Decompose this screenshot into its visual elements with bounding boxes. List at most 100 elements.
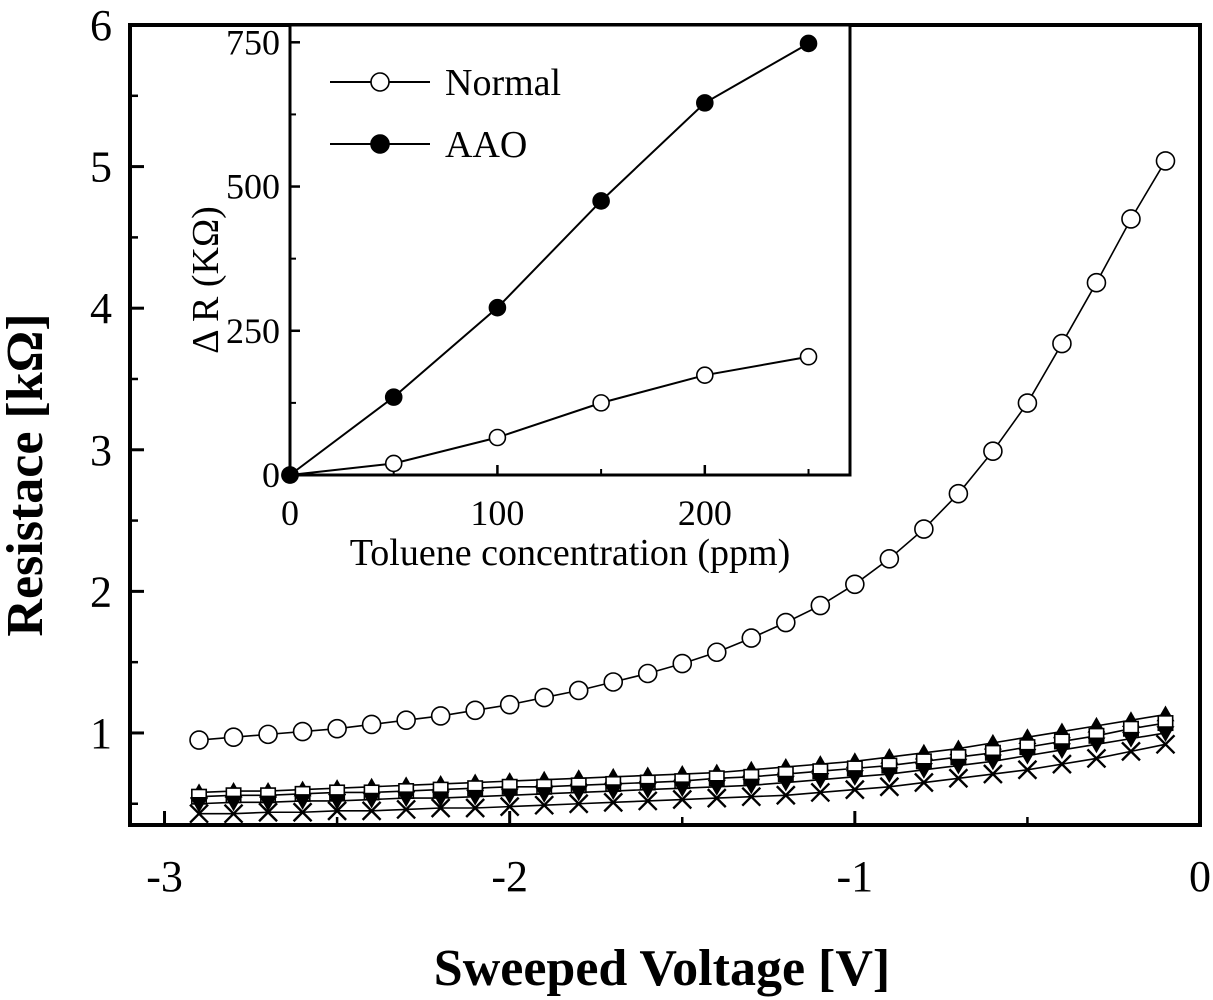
main-data-point (948, 768, 969, 789)
inset-data-point (696, 94, 714, 112)
main-data-point (1017, 393, 1038, 413)
main-data-point (361, 714, 382, 735)
main-data-point (811, 772, 830, 789)
inset-y-tick-label: 750 (226, 22, 280, 62)
main-data-point (466, 789, 485, 806)
main-series-filled-triangle-down (190, 726, 1175, 813)
main-y-tick-label: 3 (90, 426, 112, 475)
legend-marker (370, 72, 390, 92)
main-data-point (361, 800, 382, 821)
main-data-point (707, 780, 726, 796)
inset-series-line (289, 355, 809, 476)
main-data-point (776, 775, 795, 792)
main-data-point (706, 788, 727, 808)
main-data-point (569, 785, 588, 802)
main-data-point (293, 794, 312, 810)
main-data-point (396, 710, 416, 731)
main-data-point (259, 795, 278, 812)
main-y-axis-title: Resistace [kΩ] (0, 313, 54, 636)
inset-data-point (799, 347, 818, 366)
main-axis-ticks: -3 -2 -1 0 1 2 3 4 5 6 (90, 1, 1211, 901)
inset-data-point (799, 34, 818, 53)
main-data-point (1156, 726, 1175, 742)
main-data-point (776, 612, 796, 633)
main-data-point (672, 653, 693, 674)
inset-x-axis-title: Toluene concentration (ppm) (350, 532, 791, 574)
main-data-point (223, 803, 244, 824)
inset-y-axis-title: Δ R (KΩ) (185, 206, 227, 354)
main-data-point (672, 789, 693, 810)
main-data-point (328, 794, 347, 810)
main-data-point (914, 763, 933, 779)
main-data-point (534, 687, 554, 708)
main-data-point (190, 797, 209, 813)
main-data-point (327, 718, 347, 739)
main-x-tick-label: -3 (146, 852, 183, 901)
main-data-point (1017, 759, 1038, 780)
main-data-point (327, 800, 347, 821)
main-data-point (465, 798, 486, 818)
inset-legend: Normal AAO (330, 62, 561, 166)
main-data-point (810, 595, 831, 616)
main-data-point (706, 642, 727, 663)
main-data-point (637, 791, 658, 811)
main-data-point (397, 791, 416, 808)
inset-x-tick-label: 100 (470, 493, 524, 533)
inset-y-tick-label: 250 (226, 311, 280, 351)
main-data-point (292, 721, 313, 742)
inset-series-group (281, 34, 818, 484)
inset-series-line (289, 42, 810, 476)
main-data-point (879, 549, 900, 569)
main-data-point (810, 782, 831, 803)
main-data-point (362, 792, 381, 809)
legend-label: Normal (445, 62, 561, 104)
main-data-point (500, 788, 519, 805)
inset-data-point (488, 428, 507, 447)
main-data-point (1086, 748, 1107, 769)
main-data-point (258, 802, 278, 823)
main-data-point (223, 727, 244, 748)
main-data-point (983, 754, 1002, 771)
main-data-point (638, 782, 657, 799)
main-data-point (534, 795, 555, 816)
main-data-point (603, 672, 624, 692)
main-x-tick-label: -2 (491, 852, 528, 901)
main-data-point (775, 785, 796, 806)
main-data-point (741, 628, 762, 648)
main-data-point (568, 680, 589, 701)
main-data-point (844, 779, 865, 800)
main-data-point (949, 758, 968, 775)
main-data-point (914, 772, 934, 793)
main-data-point (499, 694, 520, 715)
main-data-point (1121, 741, 1141, 762)
inset-data-point (592, 394, 610, 412)
main-data-point (1121, 209, 1141, 229)
main-data-point (430, 798, 451, 818)
main-data-point (499, 796, 520, 817)
main-series-open-circle (189, 151, 1176, 750)
legend-marker (370, 134, 390, 154)
main-data-point (845, 574, 865, 595)
main-y-tick-label: 4 (90, 284, 112, 333)
main-data-point (189, 803, 209, 824)
main-data-point (742, 778, 761, 795)
main-data-point (189, 730, 209, 750)
main-data-point (845, 770, 864, 786)
main-data-point (603, 792, 624, 813)
legend-entry-normal: Normal (330, 62, 561, 104)
main-data-point (879, 776, 900, 797)
main-x-tick-label: 0 (1189, 852, 1211, 901)
main-y-tick-label: 2 (90, 567, 112, 616)
inset-data-point (384, 388, 403, 406)
legend-label: AAO (445, 124, 527, 166)
main-data-point (1155, 734, 1176, 755)
main-data-point (465, 700, 485, 721)
main-data-point (258, 724, 278, 745)
inset-x-tick-label: 0 (281, 493, 299, 533)
inset-data-point (696, 366, 714, 384)
main-data-point (983, 764, 1003, 784)
inset-data-point (592, 192, 610, 210)
main-data-point (1087, 737, 1106, 754)
main-x-tick-label: -1 (837, 852, 874, 901)
